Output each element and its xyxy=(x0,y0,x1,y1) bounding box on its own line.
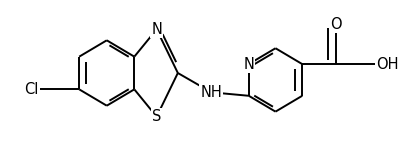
Text: OH: OH xyxy=(376,57,398,72)
Text: Cl: Cl xyxy=(24,82,38,97)
Text: N: N xyxy=(243,57,253,72)
Text: S: S xyxy=(152,109,161,124)
Text: O: O xyxy=(329,17,341,32)
Text: N: N xyxy=(151,22,162,37)
Text: NH: NH xyxy=(200,85,222,100)
